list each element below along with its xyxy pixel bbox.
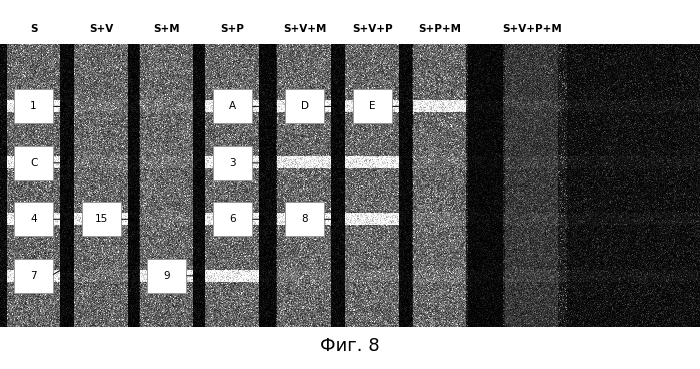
Text: 1: 1 (30, 101, 37, 111)
Text: E: E (369, 101, 376, 111)
Text: S+V+P: S+V+P (352, 24, 393, 34)
FancyBboxPatch shape (82, 202, 121, 237)
FancyBboxPatch shape (14, 146, 53, 180)
Text: 6: 6 (229, 214, 236, 224)
Text: S+P+M: S+P+M (418, 24, 461, 34)
FancyBboxPatch shape (213, 146, 252, 180)
Text: C: C (30, 158, 37, 168)
Text: 7: 7 (30, 271, 37, 281)
Text: 8: 8 (301, 214, 308, 224)
FancyBboxPatch shape (213, 89, 252, 124)
Text: Фиг. 8: Фиг. 8 (320, 337, 380, 355)
FancyBboxPatch shape (213, 202, 252, 237)
Text: 15: 15 (95, 214, 108, 224)
Text: S+P: S+P (220, 24, 244, 34)
Text: S+V+M: S+V+M (283, 24, 326, 34)
Text: S+V: S+V (90, 24, 113, 34)
Text: 4: 4 (30, 214, 37, 224)
Text: S+M: S+M (153, 24, 180, 34)
FancyBboxPatch shape (14, 259, 53, 293)
Text: S: S (30, 24, 37, 34)
Text: D: D (300, 101, 309, 111)
FancyBboxPatch shape (285, 89, 324, 124)
Text: S+V+P+M: S+V+P+M (502, 24, 562, 34)
FancyBboxPatch shape (14, 202, 53, 237)
FancyBboxPatch shape (285, 202, 324, 237)
Text: 9: 9 (163, 271, 170, 281)
Text: 3: 3 (229, 158, 236, 168)
FancyBboxPatch shape (353, 89, 392, 124)
FancyBboxPatch shape (14, 89, 53, 124)
Text: A: A (229, 101, 236, 111)
FancyBboxPatch shape (147, 259, 186, 293)
